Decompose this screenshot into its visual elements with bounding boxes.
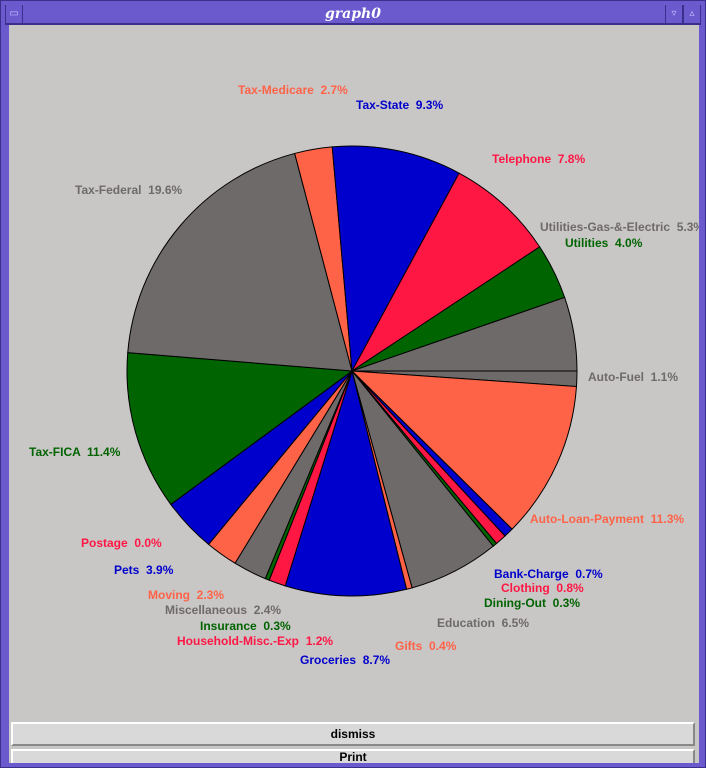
slice-label-name: Miscellaneous (165, 603, 254, 617)
slice-label-percent: 11.3% (650, 512, 685, 526)
slice-label: Tax-State 9.3% (356, 98, 443, 112)
slice-label-percent: 5.3% (676, 220, 699, 234)
slice-label-percent: 7.8% (557, 152, 586, 166)
minimize-button[interactable]: ▿ (665, 5, 683, 23)
pie-slice-tax-federal (127, 152, 353, 372)
slice-label-name: Tax-Federal (75, 183, 149, 197)
slice-label-name: Education (437, 616, 502, 630)
slice-label-name: Tax-FICA (29, 445, 88, 459)
slice-label-percent: 2.4% (253, 603, 282, 617)
slice-label: Household-Misc.-Exp 1.2% (177, 634, 333, 648)
slice-label-name: Pets (114, 563, 147, 577)
slice-label: Moving 2.3% (148, 588, 224, 602)
slice-label: Groceries 8.7% (300, 653, 390, 667)
slice-label-name: Auto-Fuel (588, 370, 651, 384)
graph-area: Auto-Fuel 1.1% Auto-Loan-Payment 11.3% Ban… (9, 25, 699, 763)
slice-label-name: Household-Misc.-Exp (177, 634, 306, 648)
slice-label-name: Telephone (492, 152, 558, 166)
title-bar[interactable]: ▭ graph0 ▿ ▵ (5, 5, 701, 25)
slice-label: Telephone 7.8% (492, 152, 585, 166)
slice-label-name: Utilities-Gas-&-Electric (540, 220, 677, 234)
pie-slice-tax-state (331, 145, 460, 373)
slice-label-percent: 0.8% (556, 581, 584, 595)
slice-label-percent: 0.7% (575, 567, 603, 581)
slice-label: Auto-Loan-Payment 11.3% (530, 512, 684, 526)
slice-label: Bank-Charge 0.7% (494, 567, 603, 581)
slice-label: Clothing 0.8% (501, 581, 584, 595)
slice-label-percent: 1.2% (305, 634, 334, 648)
pie-slice-tax-fica (126, 352, 354, 506)
slice-label: Pets 3.9% (114, 563, 173, 577)
pie-slice-auto-loan-payment (350, 370, 577, 530)
dismiss-button[interactable]: dismiss (11, 722, 695, 746)
slice-label-percent: 19.6% (148, 183, 183, 197)
slice-label: Tax-Federal 19.6% (75, 183, 182, 197)
slice-label-name: Tax-Medicare (238, 83, 321, 97)
slice-label-name: Bank-Charge (494, 567, 576, 581)
slice-label-percent: 0.4% (429, 639, 457, 653)
slice-label-percent: 11.4% (87, 445, 121, 459)
slice-label-percent: 0.0% (134, 536, 162, 550)
window-title: graph0 (325, 6, 381, 22)
slice-label-name: Clothing (501, 581, 557, 595)
slice-label-name: Gifts (395, 639, 430, 653)
slice-label-percent: 9.3% (415, 98, 444, 112)
slice-label-percent: 4.0% (615, 236, 643, 250)
slice-label-name: Moving (148, 588, 197, 602)
slice-label-name: Insurance (200, 619, 264, 633)
slice-label: Utilities 4.0% (565, 236, 642, 250)
slice-label-name: Auto-Loan-Payment (530, 512, 651, 526)
slice-label-percent: 1.1% (650, 370, 679, 384)
print-button[interactable]: Print (11, 749, 695, 763)
slice-label: Education 6.5% (437, 616, 529, 630)
pie-slice-groceries (284, 369, 408, 597)
slice-label: Postage 0.0% (81, 536, 162, 550)
slice-label-percent: 0.3% (552, 596, 581, 610)
slice-label-percent: 0.3% (263, 619, 291, 633)
pie-slice-utilities-gas-electric (351, 296, 578, 372)
slice-label: Insurance 0.3% (200, 619, 291, 633)
slice-label-name: Groceries (300, 653, 363, 667)
slice-label-name: Tax-State (356, 98, 416, 112)
slice-label-percent: 6.5% (501, 616, 530, 630)
slice-label-percent: 8.7% (362, 653, 391, 667)
slice-label: Utilities-Gas-&-Electric 5.3% (540, 220, 699, 234)
maximize-button[interactable]: ▵ (683, 5, 701, 23)
slice-label: Tax-Medicare 2.7% (238, 83, 348, 97)
slice-label: Tax-FICA 11.4% (29, 445, 120, 459)
slice-label: Auto-Fuel 1.1% (588, 370, 678, 384)
slice-label: Dining-Out 0.3% (484, 596, 580, 610)
slice-label-percent: 3.9% (146, 563, 174, 577)
slice-label: Gifts 0.4% (395, 639, 456, 653)
slice-label-name: Postage (81, 536, 135, 550)
pie-chart (126, 145, 578, 597)
slice-label-percent: 2.7% (320, 83, 348, 97)
slice-label-name: Dining-Out (484, 596, 553, 610)
pie-slice-telephone (351, 172, 541, 372)
slice-label: Miscellaneous 2.4% (165, 603, 281, 617)
window-menu-button[interactable]: ▭ (5, 5, 23, 23)
slice-label-name: Utilities (565, 236, 616, 250)
slice-label-percent: 2.3% (196, 588, 225, 602)
